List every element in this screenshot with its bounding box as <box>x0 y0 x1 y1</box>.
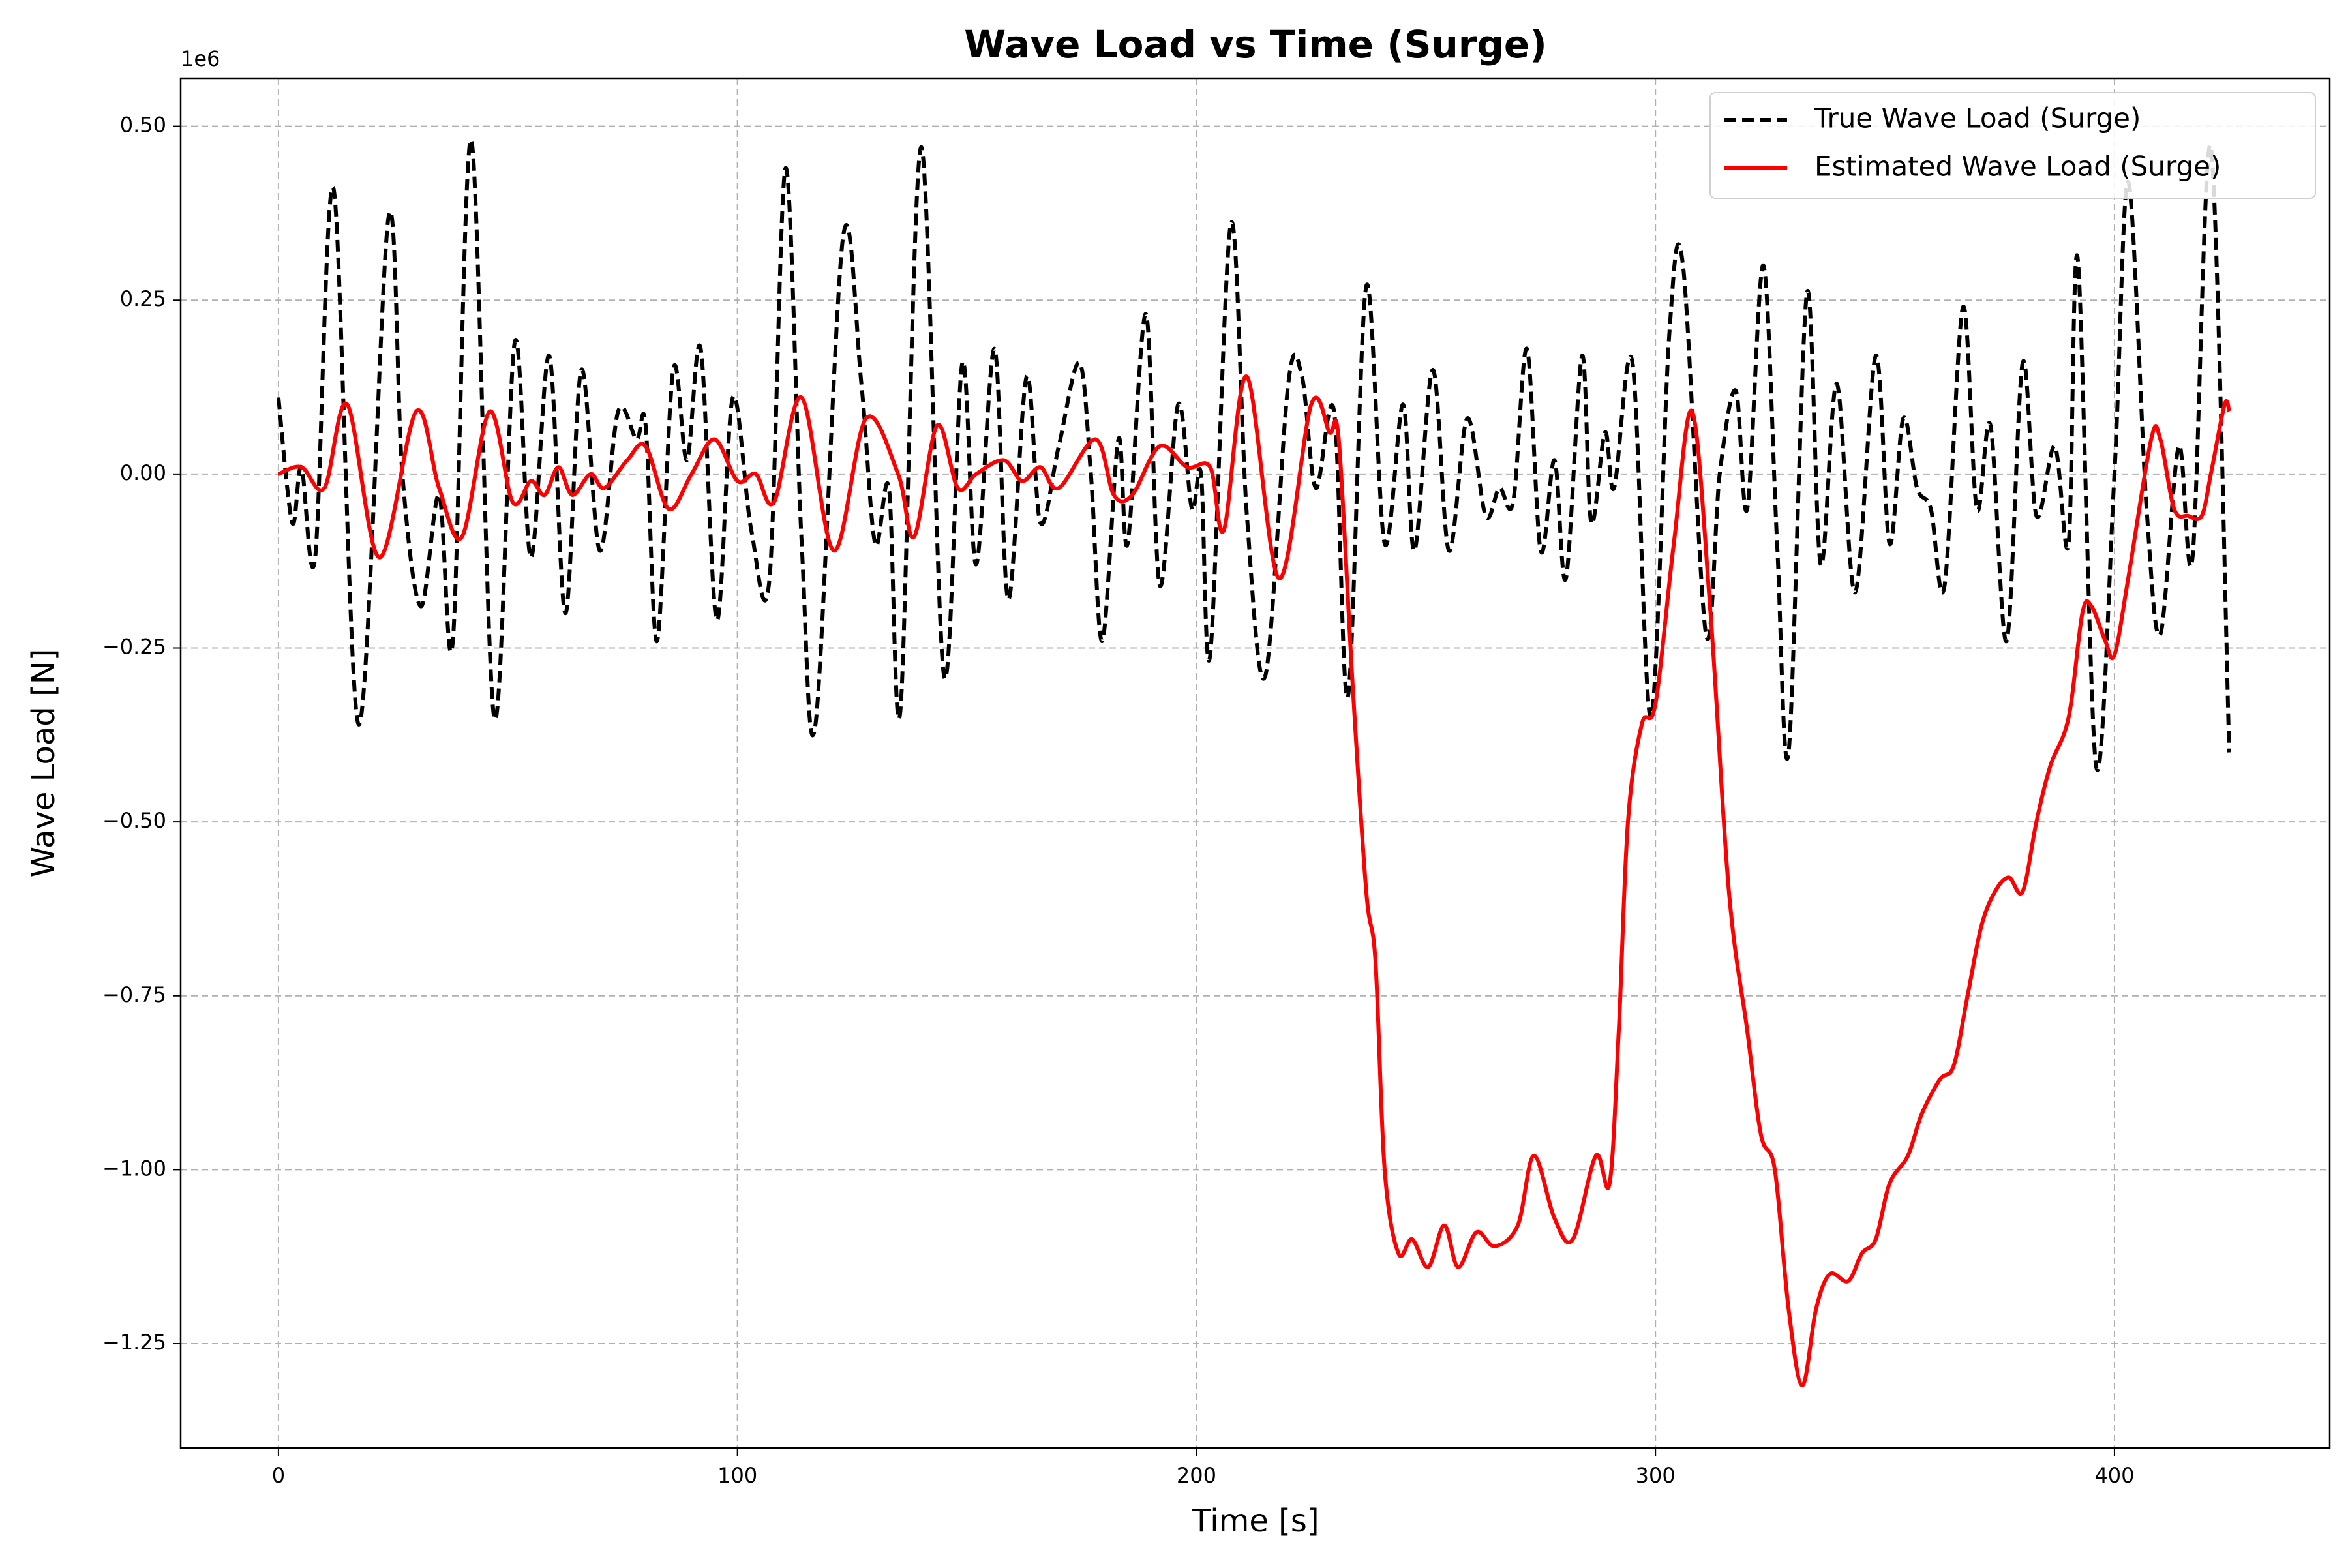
chart-title: Wave Load vs Time (Surge) <box>964 22 1547 67</box>
x-tick-label: 400 <box>2094 1463 2134 1488</box>
legend-box <box>1709 92 2316 199</box>
y-tick-label: 0.00 <box>120 460 166 485</box>
data-line <box>276 138 2231 772</box>
legend-label: Estimated Wave Load (Surge) <box>1814 151 2221 183</box>
legend: True Wave Load (Surge) Estimated Wave Loa… <box>1709 92 2316 199</box>
legend-label: True Wave Load (Surge) <box>1814 102 2141 134</box>
x-tick-label: 0 <box>272 1463 285 1488</box>
x-tick-label: 100 <box>717 1463 757 1488</box>
x-tick-label: 300 <box>1636 1463 1676 1488</box>
x-axis-label: Time [s] <box>1191 1503 1319 1539</box>
y-tick-label: −1.25 <box>102 1330 166 1355</box>
y-tick-label: −0.25 <box>102 634 166 659</box>
x-tick-label: 200 <box>1177 1463 1216 1488</box>
y-offset-label: 1e6 <box>181 46 220 71</box>
y-axis-label: Wave Load [N] <box>25 649 62 878</box>
plot-frame <box>179 77 2331 1449</box>
y-tick-label: −0.50 <box>102 808 166 833</box>
data-line <box>277 374 2231 1388</box>
y-tick-label: −1.00 <box>102 1156 166 1181</box>
y-tick-label: 0.25 <box>120 286 166 311</box>
y-tick-label: −0.75 <box>102 982 166 1007</box>
y-tick-label: 0.50 <box>120 113 166 138</box>
